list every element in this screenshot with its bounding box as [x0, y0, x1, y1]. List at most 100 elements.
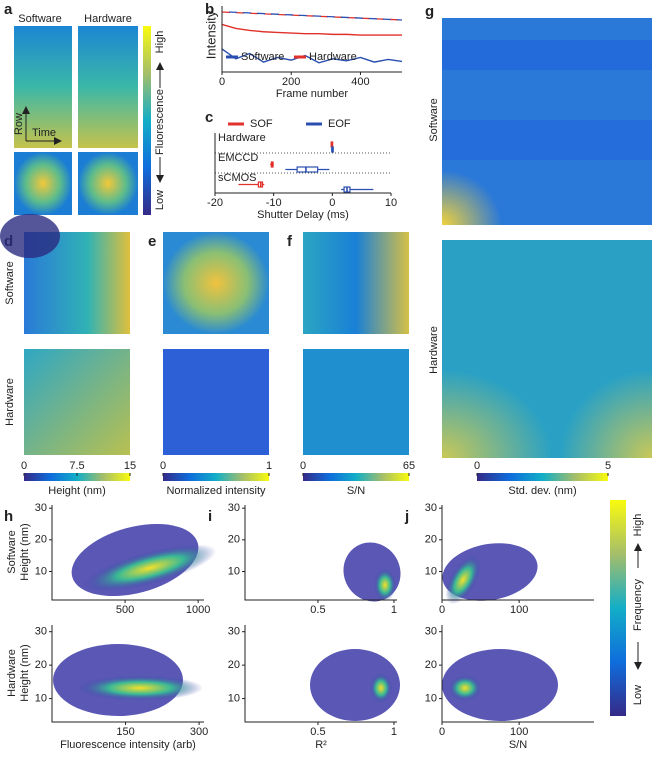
- axis: [51, 505, 204, 601]
- colorbar: [143, 26, 151, 215]
- y-tick-label: 20: [228, 659, 240, 671]
- density-peak: [448, 675, 482, 701]
- axis-label: Height (nm): [19, 644, 31, 701]
- y-tick-label: 30: [425, 502, 437, 514]
- axis: [244, 505, 397, 601]
- panel-label: a: [4, 1, 13, 18]
- image-band: [442, 120, 652, 160]
- image: [163, 349, 269, 455]
- colorbar-label: High: [632, 514, 644, 537]
- colorbar-label: Std. dev. (nm): [508, 485, 576, 497]
- row-label: Hardware: [4, 378, 16, 426]
- row-label: Software: [6, 530, 18, 573]
- x-tick-label: 0: [439, 604, 445, 616]
- x-tick-label: 0: [439, 726, 445, 738]
- colorbar-label: S/N: [347, 485, 365, 497]
- axis-label: Intensity: [203, 10, 218, 59]
- y-tick-label: 10: [425, 565, 437, 577]
- colorbar-tick-label: 0: [474, 460, 480, 472]
- panel-label: g: [425, 3, 434, 20]
- colorbar-tick-label: 15: [124, 460, 136, 472]
- series-line: [221, 48, 403, 64]
- image-band: [442, 40, 652, 70]
- y-tick-label: 20: [425, 659, 437, 671]
- x-tick-label: 0.5: [310, 604, 325, 616]
- x-tick-label: 10: [385, 197, 397, 209]
- density-cloud: [310, 649, 400, 721]
- x-tick-label: 1: [391, 726, 397, 738]
- category-label: EMCCD: [218, 152, 258, 164]
- axis: [244, 625, 397, 723]
- row-label: Software: [428, 98, 440, 141]
- x-tick-label: 400: [351, 76, 369, 88]
- colorbar: [303, 473, 409, 481]
- colorbar: [24, 473, 130, 481]
- image: [163, 232, 269, 334]
- colorbar: [477, 473, 608, 481]
- image: [24, 349, 130, 455]
- category-label: Hardware: [218, 132, 266, 144]
- density-peak: [374, 568, 396, 602]
- y-tick-label: 10: [425, 692, 437, 704]
- axis-label: Time: [32, 127, 56, 139]
- panel-label: f: [287, 233, 293, 250]
- y-tick-label: 30: [228, 502, 240, 514]
- x-tick-label: 0: [329, 197, 335, 209]
- panel-label: h: [4, 508, 13, 525]
- x-tick-label: 0: [219, 76, 225, 88]
- y-tick-label: 30: [35, 626, 47, 638]
- colorbar-label: Normalized intensity: [166, 485, 266, 497]
- x-tick-label: 100: [510, 726, 528, 738]
- density-peak: [445, 555, 481, 605]
- x-tick-label: 1000: [186, 604, 210, 616]
- x-tick-label: 500: [116, 604, 134, 616]
- x-tick-label: 150: [116, 726, 134, 738]
- series-line: [221, 23, 402, 36]
- colorbar-tick-label: 0: [160, 460, 166, 472]
- box: [296, 166, 319, 173]
- density-peak: [77, 675, 203, 701]
- dash-line: [228, 11, 403, 21]
- y-tick-label: 10: [228, 692, 240, 704]
- image: [303, 349, 409, 455]
- colorbar-label: Frequency: [632, 579, 644, 631]
- legend-label: SOF: [250, 118, 273, 130]
- legend-label: EOF: [328, 118, 351, 130]
- x-tick-label: -20: [207, 197, 223, 209]
- density-cloud: [442, 649, 558, 721]
- colorbar-label: Fluorescence: [154, 89, 166, 155]
- image: [14, 26, 72, 148]
- dash-line: [221, 11, 403, 21]
- colorbar-label: High: [154, 31, 166, 54]
- category-label: sCMOS: [218, 172, 257, 184]
- y-tick-label: 20: [425, 534, 437, 546]
- y-tick-label: 30: [35, 502, 47, 514]
- legend-label: Software: [241, 51, 284, 63]
- panel-label: j: [404, 508, 409, 525]
- x-tick-label: 200: [282, 76, 300, 88]
- image: [14, 152, 72, 215]
- column-label: Software: [18, 13, 61, 25]
- axis-label: Frame number: [276, 88, 348, 100]
- colorbar-label: Low: [154, 190, 166, 210]
- axis: [51, 625, 204, 723]
- colorbar-label: Low: [632, 685, 644, 705]
- axis-label: Height (nm): [19, 523, 31, 580]
- column-label: Hardware: [84, 13, 132, 25]
- legend-label: Hardware: [309, 51, 357, 63]
- image-corner: [560, 370, 652, 458]
- colorbar-label: Height (nm): [48, 485, 105, 497]
- panel-label: i: [208, 508, 212, 525]
- y-tick-label: 10: [35, 692, 47, 704]
- row-label: Hardware: [6, 649, 18, 697]
- panel-label: b: [205, 1, 214, 18]
- y-tick-label: 30: [425, 626, 437, 638]
- y-tick-label: 20: [35, 534, 47, 546]
- colorbar-tick-label: 1: [266, 460, 272, 472]
- density-peak: [83, 544, 217, 592]
- image: [78, 152, 138, 215]
- x-tick-label: 0.5: [310, 726, 325, 738]
- colorbar-tick-label: 7.5: [69, 460, 84, 472]
- axis-label: R²: [315, 739, 327, 751]
